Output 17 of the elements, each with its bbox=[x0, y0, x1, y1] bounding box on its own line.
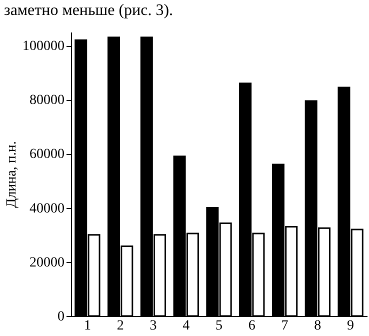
y-tick-label: 100000 bbox=[22, 39, 64, 54]
y-tick-label: 80000 bbox=[30, 93, 64, 108]
text: заметно меньше (рис. 3). bbox=[4, 2, 174, 19]
x-tick-label: 2 bbox=[116, 318, 124, 334]
y-axis-title: Длина, п.н. bbox=[4, 141, 20, 208]
x-tick-label: 7 bbox=[281, 318, 288, 334]
y-tick-label: 40000 bbox=[30, 201, 64, 216]
x-tick-label: 3 bbox=[150, 318, 157, 334]
x-tick-label: 6 bbox=[248, 318, 256, 334]
x-tick-label: 8 bbox=[314, 318, 322, 334]
y-tick-label: 60000 bbox=[30, 147, 64, 162]
x-tick-label: 1 bbox=[84, 318, 91, 334]
y-tick-label: 0 bbox=[58, 310, 64, 324]
x-tick-label: 5 bbox=[216, 318, 222, 334]
y-tick-label: 20000 bbox=[30, 255, 64, 270]
x-tick-label: 4 bbox=[182, 318, 190, 334]
x-tick-label: 9 bbox=[347, 318, 354, 334]
